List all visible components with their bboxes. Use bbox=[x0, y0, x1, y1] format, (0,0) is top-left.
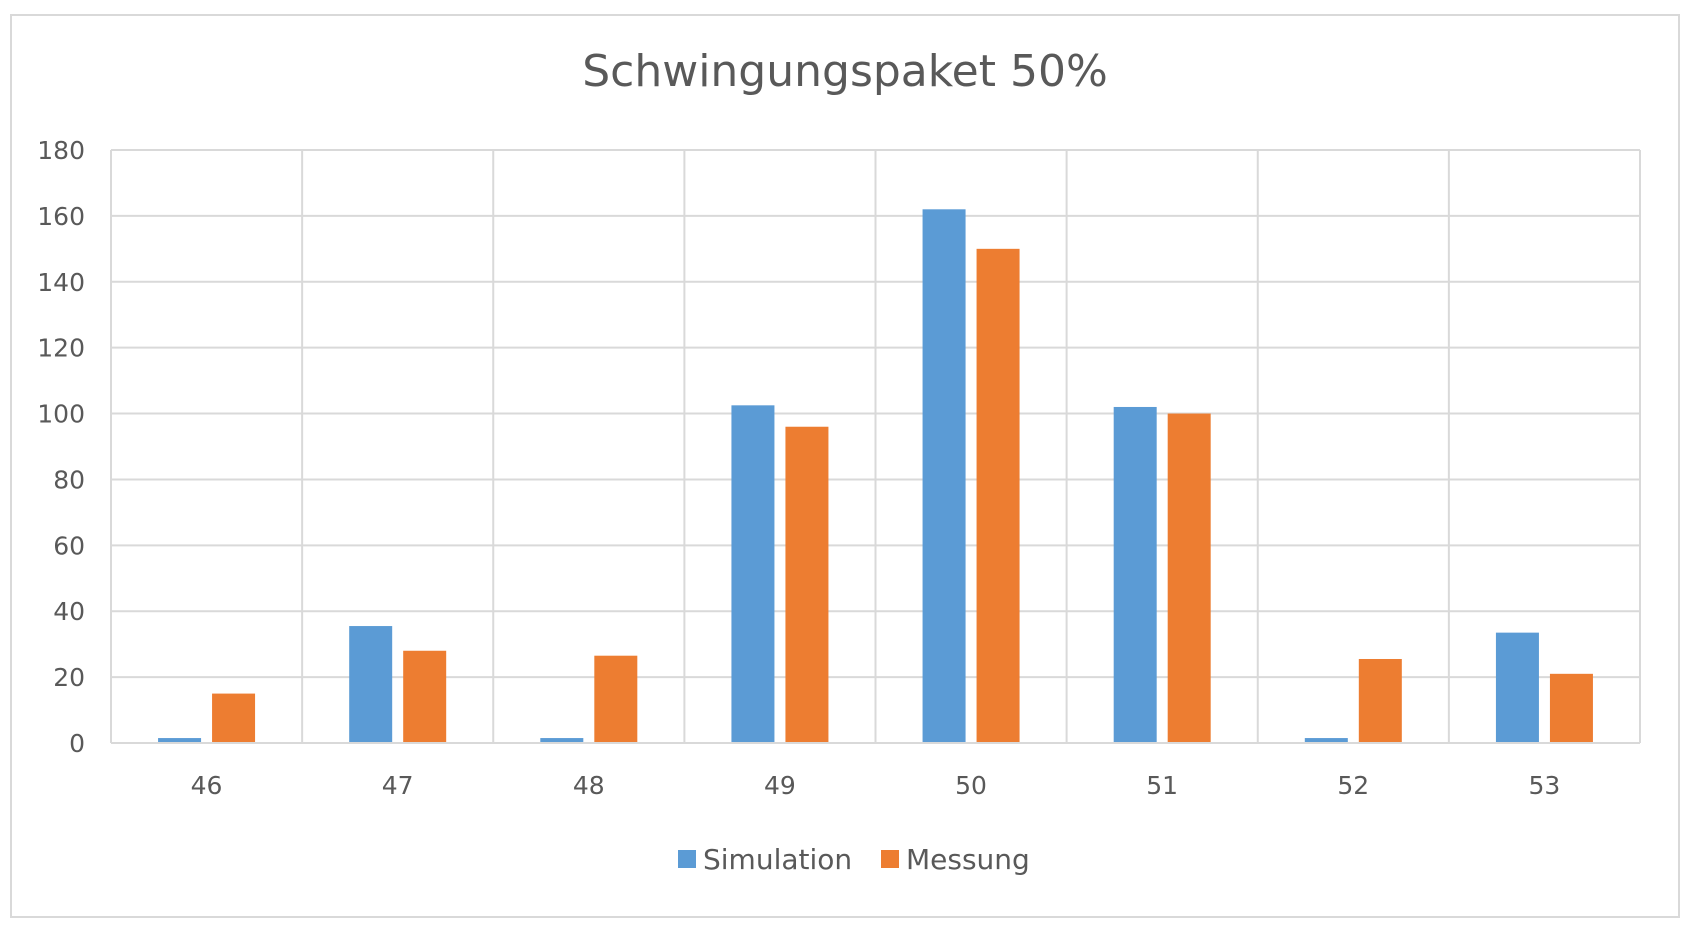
x-tick-label: 47 bbox=[382, 771, 414, 800]
bar-simulation-48 bbox=[540, 738, 584, 743]
y-axis-ticks: 0 20 40 60 80 100 120 140 160 180 bbox=[37, 136, 85, 758]
bar-messung-52 bbox=[1358, 658, 1402, 743]
x-tick-label: 49 bbox=[764, 771, 796, 800]
grid bbox=[110, 149, 1641, 743]
chart-title: Schwingungspaket 50% bbox=[582, 46, 1108, 97]
bars bbox=[158, 209, 1593, 744]
y-tick-label: 20 bbox=[53, 663, 85, 692]
y-tick-label: 100 bbox=[37, 400, 85, 429]
x-tick-label: 48 bbox=[573, 771, 605, 800]
bar-messung-53 bbox=[1549, 673, 1593, 743]
y-tick-label: 180 bbox=[37, 136, 85, 165]
bar-simulation-51 bbox=[1113, 406, 1157, 743]
bar-messung-49 bbox=[785, 426, 829, 743]
y-tick-label: 40 bbox=[53, 597, 85, 626]
legend: Simulation Messung bbox=[678, 843, 1030, 876]
chart-frame bbox=[10, 14, 1680, 918]
bar-simulation-46 bbox=[158, 738, 202, 743]
bar-messung-47 bbox=[403, 650, 447, 743]
y-tick-label: 60 bbox=[53, 531, 85, 560]
bar-messung-48 bbox=[594, 655, 638, 743]
legend-label-messung: Messung bbox=[906, 843, 1030, 876]
y-tick-label: 140 bbox=[37, 268, 85, 297]
x-tick-label: 50 bbox=[955, 771, 987, 800]
bar-simulation-52 bbox=[1304, 738, 1348, 743]
x-axis-ticks: 46 47 48 49 50 51 52 53 bbox=[191, 771, 1561, 800]
legend-label-simulation: Simulation bbox=[703, 843, 852, 876]
y-tick-label: 120 bbox=[37, 334, 85, 363]
x-tick-label: 46 bbox=[191, 771, 223, 800]
bar-messung-50 bbox=[976, 248, 1020, 744]
bar-simulation-49 bbox=[731, 405, 775, 743]
y-tick-label: 0 bbox=[69, 729, 85, 758]
x-tick-label: 51 bbox=[1146, 771, 1178, 800]
bar-messung-51 bbox=[1167, 413, 1211, 743]
bar-simulation-47 bbox=[349, 626, 393, 743]
y-tick-label: 160 bbox=[37, 202, 85, 231]
x-tick-label: 53 bbox=[1529, 771, 1561, 800]
legend-swatch-simulation bbox=[678, 850, 696, 868]
y-tick-label: 80 bbox=[53, 465, 85, 494]
legend-swatch-messung bbox=[881, 850, 899, 868]
bar-messung-46 bbox=[212, 693, 256, 743]
bar-simulation-50 bbox=[922, 209, 966, 744]
bar-simulation-53 bbox=[1495, 632, 1539, 743]
x-tick-label: 52 bbox=[1337, 771, 1369, 800]
